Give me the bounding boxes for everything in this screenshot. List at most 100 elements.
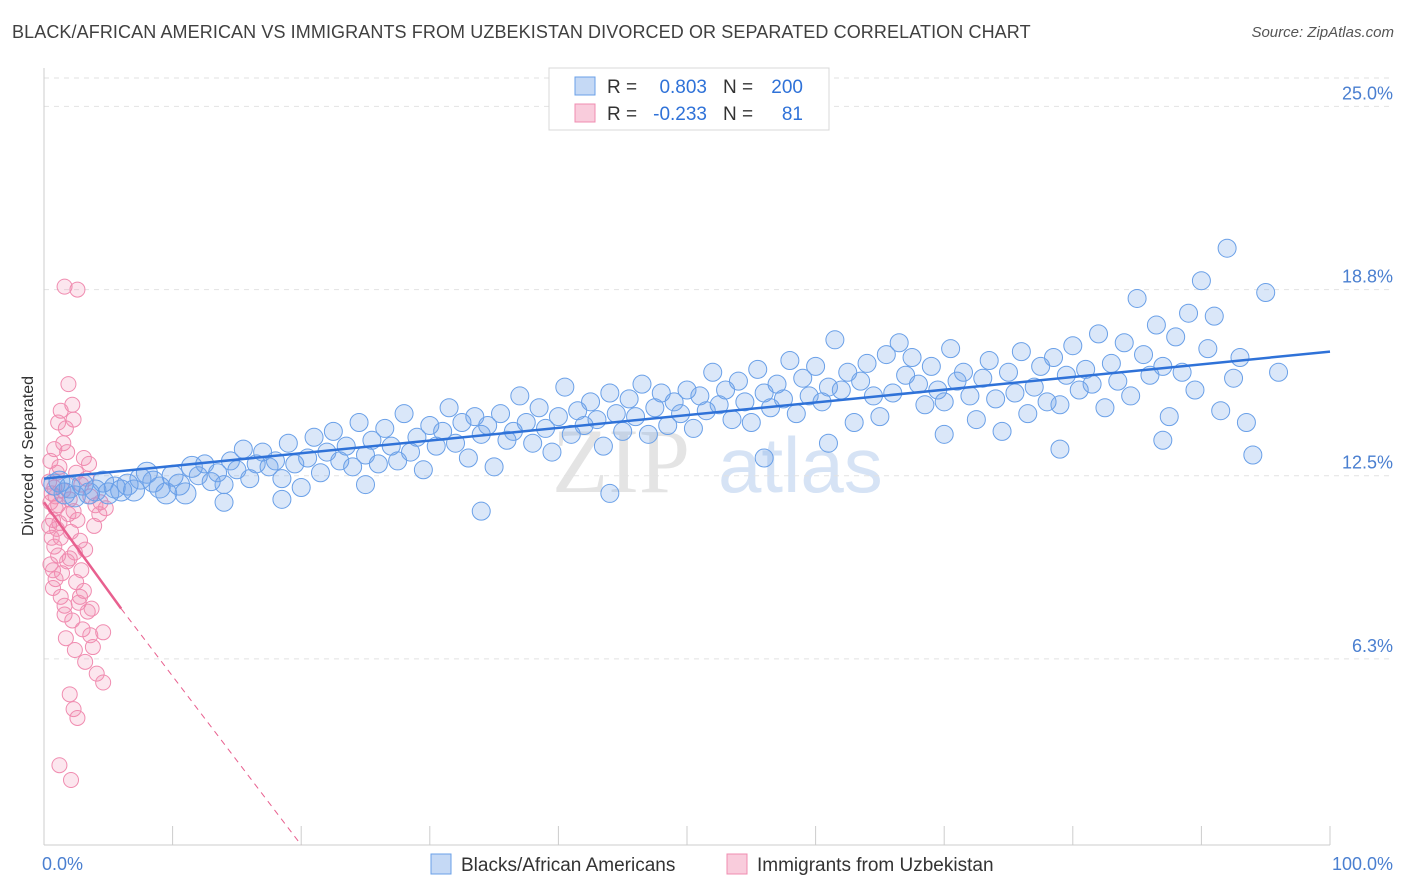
black-point [78, 482, 101, 505]
black-point [188, 466, 208, 486]
uzbekistan-point [51, 458, 68, 475]
black-point [1127, 288, 1147, 308]
black-point [1204, 306, 1224, 326]
y-axis-title: Divorced or Separated [20, 376, 37, 536]
black-point [600, 483, 620, 503]
black-point [278, 433, 298, 453]
stats-blue-r-value: 0.803 [659, 77, 707, 98]
black-point [600, 383, 620, 403]
uzbekistan-point [43, 529, 60, 546]
watermark-atlas: atlas [718, 421, 883, 509]
black-point [1217, 238, 1237, 258]
stats-pink-n-value: 81 [782, 104, 803, 125]
black-point [870, 407, 890, 427]
legend-label-black: Blacks/African Americans [461, 855, 675, 876]
black-point [851, 371, 871, 391]
uzbekistan-point [56, 278, 73, 295]
black-point [696, 401, 716, 421]
black-point [806, 356, 826, 376]
black-point [664, 392, 684, 412]
black-point [941, 339, 961, 359]
black-point [1011, 342, 1031, 362]
stats-legend: R = 0.803 N = 200 R = -0.233 N = 81 [548, 67, 830, 131]
black-point [1018, 404, 1038, 424]
black-point [97, 482, 120, 505]
black-point [735, 392, 755, 412]
black-point [677, 380, 697, 400]
stats-pink-r-label: R = [607, 104, 637, 125]
x-tick-label-1: 100.0% [1332, 854, 1393, 874]
black-point [1050, 395, 1070, 415]
uzbekistan-point [77, 541, 94, 558]
black-point [394, 404, 414, 424]
uzbekistan-point [82, 627, 99, 644]
uzbekistan-point [46, 441, 63, 458]
black-point [420, 415, 440, 435]
black-point [915, 395, 935, 415]
black-point [780, 350, 800, 370]
x-tick-marks [43, 826, 1331, 845]
legend-swatch-uzbekistan [726, 853, 748, 875]
black-point [1134, 345, 1154, 365]
black-point [748, 359, 768, 379]
black-point [1044, 348, 1064, 368]
stats-blue-swatch [574, 76, 596, 96]
uzbekistan-point [86, 517, 103, 534]
trendline-uzbekistan [42, 501, 123, 610]
black-point [214, 475, 234, 495]
black-point [973, 368, 993, 388]
uzbekistan-point [52, 588, 69, 605]
black-point [683, 418, 703, 438]
black-point [155, 482, 178, 505]
black-point [555, 377, 575, 397]
black-point [1024, 377, 1044, 397]
black-point [1179, 303, 1199, 323]
uzbekistan-point [88, 665, 105, 682]
black-point [741, 413, 761, 433]
uzbekistan-point [42, 452, 59, 469]
black-point [966, 410, 986, 430]
black-point [857, 353, 877, 373]
black-point [1005, 383, 1025, 403]
uzbekistan-point [69, 281, 86, 298]
black-point [1191, 271, 1211, 291]
uzbekistan-point [45, 562, 62, 579]
black-point [831, 380, 851, 400]
black-point [458, 448, 478, 468]
uzbekistan-point [69, 709, 86, 726]
series-uzbekistan-points [41, 278, 114, 789]
black-point [529, 398, 549, 418]
black-point [272, 469, 292, 489]
uzbekistan-point [84, 639, 101, 656]
black-point [1153, 430, 1173, 450]
uzbekistan-point [59, 444, 76, 461]
black-point [214, 492, 234, 512]
black-point [638, 424, 658, 444]
black-point [960, 386, 980, 406]
uzbekistan-point [41, 517, 58, 534]
black-point [439, 398, 459, 418]
black-point [349, 413, 369, 433]
uzbekistan-point [59, 553, 76, 570]
stats-pink-n-label: N = [723, 104, 753, 125]
y-tick-label-2: 18.8% [1342, 267, 1393, 287]
black-point [1095, 398, 1115, 418]
black-point [619, 389, 639, 409]
uzbekistan-point [60, 506, 77, 523]
black-point [844, 413, 864, 433]
black-point [626, 407, 646, 427]
trendline-black [43, 350, 1331, 480]
black-point [1256, 283, 1276, 303]
black-point [999, 362, 1018, 382]
black-point [542, 442, 562, 462]
uzbekistan-point [60, 376, 77, 393]
black-point [1108, 371, 1128, 391]
stats-pink-swatch [574, 103, 596, 123]
black-point [754, 448, 774, 468]
black-point [876, 345, 896, 365]
bottom-legend: Blacks/African Americans Immigrants from… [430, 853, 994, 876]
uzbekistan-point [51, 757, 68, 774]
black-point [523, 433, 543, 453]
black-point [123, 479, 146, 502]
